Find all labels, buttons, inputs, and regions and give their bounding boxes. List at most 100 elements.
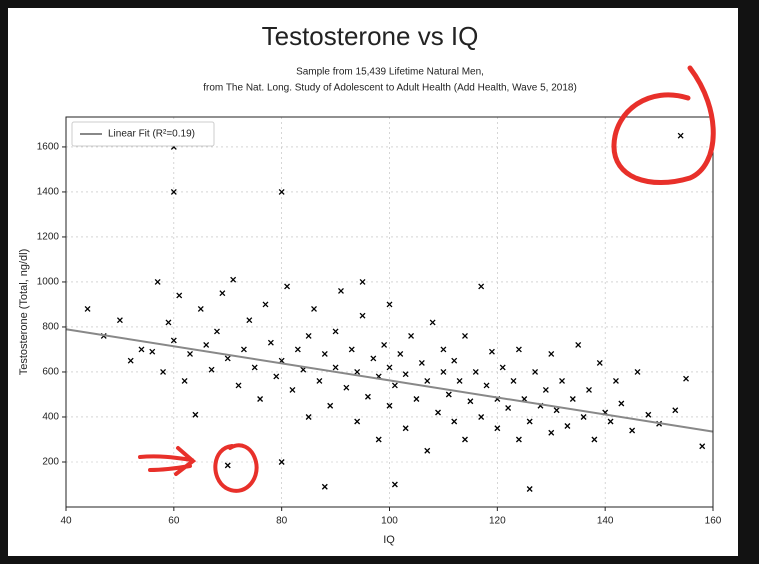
data-point <box>230 276 237 283</box>
data-point <box>553 407 560 414</box>
data-point <box>386 364 393 371</box>
data-point <box>316 378 323 384</box>
data-point <box>262 301 269 308</box>
data-point <box>575 342 582 348</box>
data-point <box>515 436 522 443</box>
data-point <box>445 391 452 398</box>
data-point <box>618 400 625 407</box>
data-point <box>170 337 177 344</box>
x-tick-label: 100 <box>381 516 398 527</box>
data-point <box>305 414 312 420</box>
fit-line <box>65 328 714 433</box>
data-point <box>278 188 285 195</box>
data-point <box>424 447 431 454</box>
data-point <box>176 292 183 299</box>
data-point <box>699 443 706 450</box>
data-point <box>462 436 468 443</box>
data-point <box>294 346 301 353</box>
data-point <box>451 418 458 425</box>
chart-subtitle: from The Nat. Long. Study of Adolescent … <box>203 83 577 94</box>
data-point <box>305 333 312 339</box>
data-point <box>478 414 485 420</box>
data-point <box>418 360 425 366</box>
data-point <box>499 364 506 371</box>
data-point <box>181 378 188 384</box>
data-point <box>634 369 641 375</box>
data-point <box>138 346 145 353</box>
data-point <box>607 418 614 425</box>
annotation-arrow <box>138 446 197 476</box>
data-point <box>332 328 339 335</box>
data-point <box>677 132 684 139</box>
data-point <box>160 369 167 375</box>
data-point <box>348 346 355 353</box>
data-point <box>413 396 420 402</box>
data-point <box>488 348 495 355</box>
data-point <box>165 319 172 326</box>
data-point <box>251 364 258 371</box>
data-point <box>386 301 393 308</box>
data-point <box>548 351 555 357</box>
data-point <box>246 317 253 324</box>
data-point <box>462 333 468 339</box>
data-point <box>402 371 409 378</box>
plot-frame <box>65 116 714 508</box>
data-point <box>515 346 522 353</box>
x-tick-label: 120 <box>489 516 506 527</box>
data-point <box>154 278 161 285</box>
data-point <box>408 333 415 339</box>
data-point <box>424 378 431 384</box>
data-point <box>591 436 598 443</box>
data-point <box>494 425 501 432</box>
y-tick-label: 400 <box>42 412 59 423</box>
data-point <box>321 483 328 490</box>
data-point <box>354 369 361 375</box>
annotation-circle <box>611 65 716 186</box>
data-point <box>359 312 366 319</box>
chart-title: Testosterone vs IQ <box>262 21 479 51</box>
data-point <box>429 319 436 326</box>
y-tick-label: 200 <box>42 457 59 468</box>
data-point <box>532 369 539 375</box>
annotation-circle <box>213 443 259 493</box>
data-point <box>505 405 512 411</box>
data-point <box>629 427 636 434</box>
data-point <box>510 378 517 384</box>
data-point <box>354 418 361 425</box>
data-point <box>467 398 474 405</box>
x-tick-label: 40 <box>60 516 72 527</box>
data-point <box>375 436 382 443</box>
data-point <box>332 364 339 371</box>
data-point <box>596 360 603 366</box>
x-tick-label: 80 <box>276 516 288 527</box>
data-point <box>116 317 123 324</box>
data-point <box>208 366 215 373</box>
data-point <box>580 414 587 420</box>
data-point <box>364 393 371 400</box>
data-point <box>257 396 264 402</box>
data-point <box>451 357 458 364</box>
x-tick-label: 160 <box>705 516 722 527</box>
data-point <box>170 188 177 195</box>
data-point <box>683 375 690 382</box>
legend-box <box>71 121 215 147</box>
data-point <box>192 411 199 418</box>
data-point <box>397 351 404 357</box>
data-point <box>240 346 247 353</box>
y-axis-label: Testosterone (Total, ng/dl) <box>18 249 30 376</box>
data-point <box>391 382 398 389</box>
data-point <box>338 287 344 294</box>
data-point <box>327 402 334 409</box>
data-point <box>435 409 441 416</box>
data-point <box>440 369 447 375</box>
data-point <box>187 351 193 357</box>
data-point <box>586 387 592 393</box>
data-point <box>386 402 393 409</box>
data-point <box>672 407 679 414</box>
data-point <box>472 369 479 375</box>
chart-subtitle: Sample from 15,439 Lifetime Natural Men, <box>296 67 484 78</box>
data-point <box>289 387 296 393</box>
y-tick-label: 800 <box>42 322 59 333</box>
data-point <box>224 462 231 469</box>
